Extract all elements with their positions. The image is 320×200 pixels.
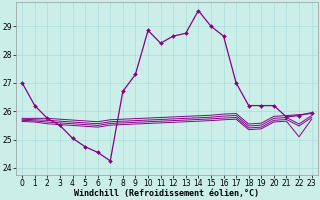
X-axis label: Windchill (Refroidissement éolien,°C): Windchill (Refroidissement éolien,°C) (74, 189, 260, 198)
